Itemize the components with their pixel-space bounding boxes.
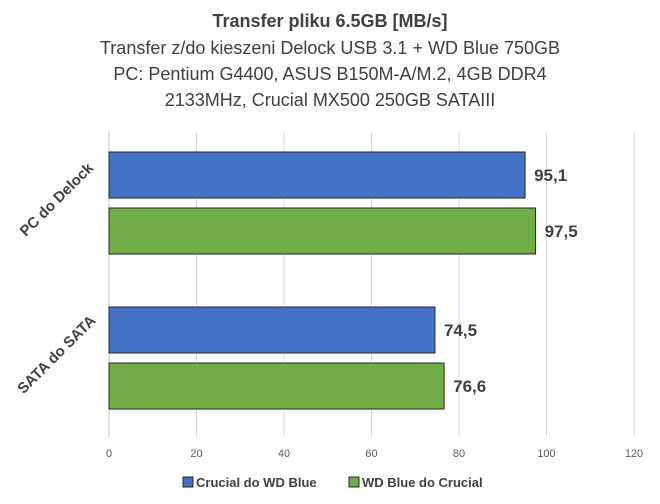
- x-tick-label: 40: [278, 448, 290, 460]
- plot-area: 0 20 40 60 80 100 120 95,1 97,5 PC do Delock 74,5 7…: [14, 132, 643, 460]
- chart-subtitle-line-3: 2133MHz, Crucial MX500 250GB SATAIII: [165, 90, 495, 110]
- x-tick-label: 100: [537, 448, 555, 460]
- legend-label: WD Blue do Crucial: [362, 475, 483, 490]
- x-tick-label: 120: [625, 448, 643, 460]
- data-label: 74,5: [444, 321, 477, 340]
- legend-swatch: [182, 476, 194, 488]
- chart-subtitle-line-1: Transfer z/do kieszeni Delock USB 3.1 + …: [100, 38, 560, 58]
- chart-title: Transfer pliku 6.5GB [MB/s]: [212, 11, 447, 31]
- bar-1-1: [108, 151, 526, 199]
- x-tick-label: 20: [190, 448, 202, 460]
- data-label: 76,6: [453, 377, 486, 396]
- legend-label: Crucial do WD Blue: [196, 475, 317, 490]
- x-tick-label: 80: [453, 448, 465, 460]
- data-label: 97,5: [545, 222, 578, 241]
- y-category-label: SATA do SATA: [14, 312, 99, 397]
- bar-2-2: [108, 362, 445, 410]
- y-category-label: PC do Delock: [17, 159, 98, 240]
- legend: Crucial do WD Blue WD Blue do Crucial: [182, 475, 483, 490]
- bar-1-2: [108, 207, 537, 255]
- data-label: 95,1: [534, 166, 567, 185]
- x-tick-label: 60: [365, 448, 377, 460]
- chart-subtitle-line-2: PC: Pentium G4400, ASUS B150M-A/M.2, 4GB…: [113, 64, 546, 84]
- x-tick-label: 0: [106, 448, 112, 460]
- legend-swatch: [348, 476, 360, 488]
- bar-2-1: [108, 306, 436, 354]
